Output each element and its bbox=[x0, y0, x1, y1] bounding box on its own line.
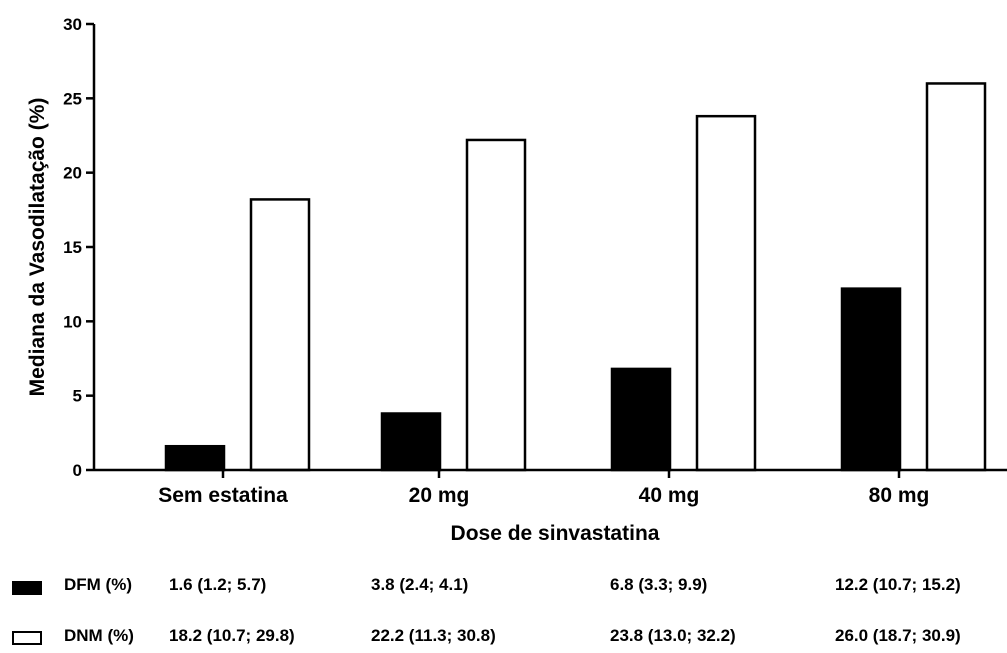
legend-value: 23.8 (13.0; 32.2) bbox=[610, 626, 736, 645]
y-tick-label: 30 bbox=[63, 15, 82, 34]
x-tick-label: Sem estatina bbox=[158, 484, 288, 507]
bar-dnm bbox=[695, 114, 757, 472]
y-tick-label: 20 bbox=[63, 164, 82, 183]
bar-dfm bbox=[840, 287, 902, 472]
x-axis-label: Dose de sinvastatina bbox=[451, 522, 660, 545]
bar-dnm bbox=[925, 82, 987, 472]
legend-value: 12.2 (10.7; 15.2) bbox=[835, 575, 961, 594]
y-tick-label: 25 bbox=[63, 89, 82, 108]
bar-dfm bbox=[610, 367, 672, 472]
legend-value: 26.0 (18.7; 30.9) bbox=[835, 626, 961, 645]
x-ticks-group: Sem estatina 20 mg 40 mg 80 mg bbox=[158, 470, 929, 507]
legend-value: 6.8 (3.3; 9.9) bbox=[610, 575, 708, 594]
legend-swatch-open-icon bbox=[12, 631, 42, 645]
bar-chart: 0 5 10 15 20 25 30 Sem estatina 20 mg 40 mg 80 mg… bbox=[26, 15, 1007, 545]
legend-value: 3.8 (2.4; 4.1) bbox=[371, 575, 469, 594]
y-tick-label: 5 bbox=[73, 387, 82, 406]
legend-value: 1.6 (1.2; 5.7) bbox=[169, 575, 267, 594]
bar-dfm bbox=[164, 444, 226, 472]
y-axis-label: Mediana da Vasodilatação (%) bbox=[26, 98, 49, 397]
legend-swatch-filled-icon bbox=[12, 581, 42, 595]
y-tick-label: 15 bbox=[63, 238, 82, 257]
x-tick-label: 20 mg bbox=[409, 484, 470, 507]
y-ticks-group: 0 5 10 15 20 25 30 bbox=[63, 15, 94, 480]
x-tick-label: 80 mg bbox=[869, 484, 930, 507]
legend-value: 22.2 (11.3; 30.8) bbox=[371, 626, 496, 645]
bar-dnm bbox=[249, 198, 311, 472]
bar-dnm bbox=[465, 138, 527, 472]
legend-label: DNM (%) bbox=[64, 626, 134, 645]
bars-group bbox=[164, 82, 987, 472]
y-tick-label: 0 bbox=[73, 461, 82, 480]
legend-row-dnm: DNM (%) 18.2 (10.7; 29.8) 22.2 (11.3; 30… bbox=[0, 624, 1007, 652]
legend-row-dfm: DFM (%) 1.6 (1.2; 5.7) 3.8 (2.4; 4.1) 6.… bbox=[0, 573, 1007, 601]
y-tick-label: 10 bbox=[63, 312, 82, 331]
bar-dfm bbox=[380, 412, 442, 472]
legend-label: DFM (%) bbox=[64, 575, 132, 594]
legend-value: 18.2 (10.7; 29.8) bbox=[169, 626, 295, 645]
x-tick-label: 40 mg bbox=[639, 484, 700, 507]
